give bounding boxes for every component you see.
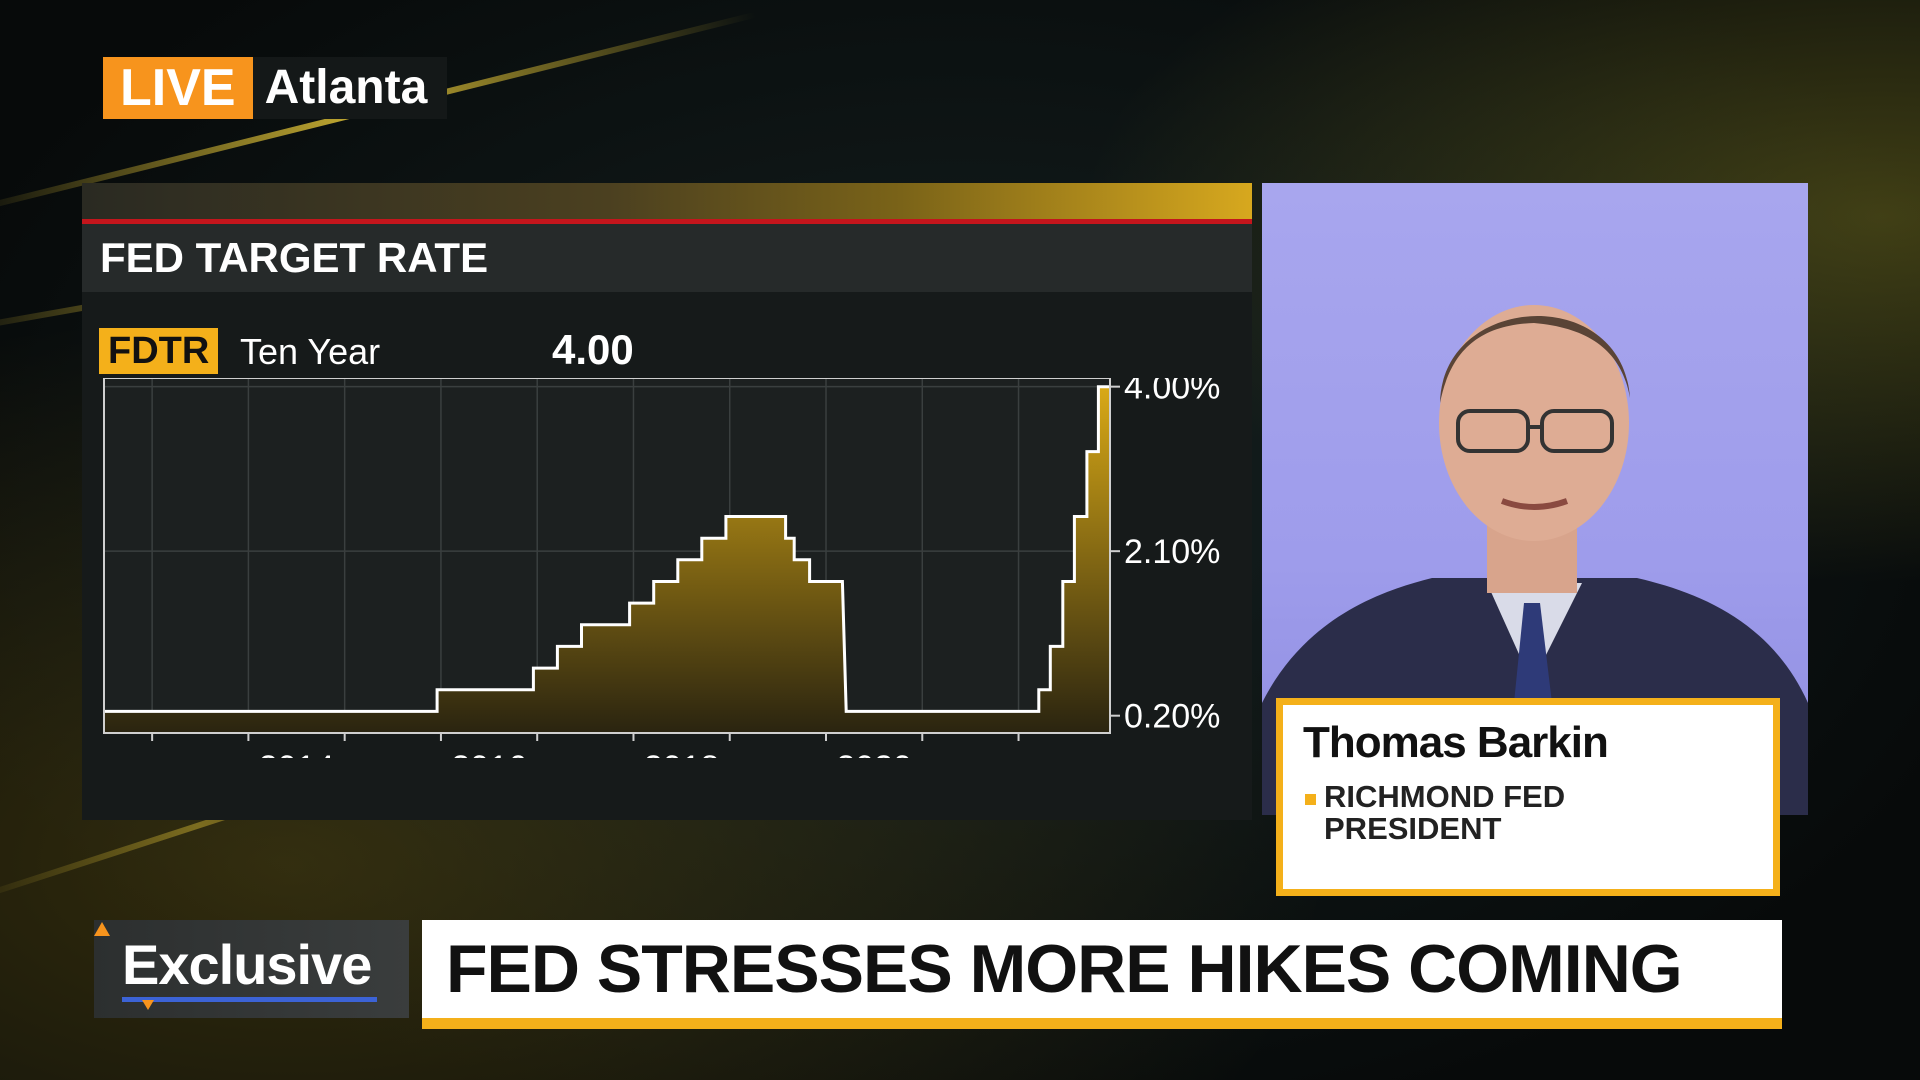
ticker-label: Ten Year [240, 331, 381, 372]
x-tick-label: 2020 [836, 749, 912, 758]
guest-name: Thomas Barkin [1303, 718, 1609, 767]
arrow-down-icon [142, 1000, 154, 1010]
panel-title: FED TARGET RATE [100, 234, 489, 281]
exclusive-underline [122, 997, 377, 1002]
rate-chart: 4.00% 2.10% 0.20% 2014 2016 2018 2020 [103, 378, 1220, 758]
y-tick-label: 2.10% [1124, 533, 1220, 571]
y-tick-label: 0.20% [1124, 698, 1220, 736]
rate-area [104, 386, 1110, 733]
panel-header: FED TARGET RATE [82, 224, 1252, 292]
x-tick-label: 2016 [451, 749, 527, 758]
guest-title: RICHMOND FED PRESIDENT [1324, 779, 1566, 846]
headline-banner: FED STRESSES MORE HIKES COMING [422, 920, 1782, 1018]
headline-accent-bar [422, 1018, 1782, 1029]
plot-frame [103, 378, 1111, 734]
y-tick-label: 4.00% [1124, 378, 1220, 407]
panel-stripe [82, 183, 1252, 219]
chart-panel: FED TARGET RATE FDTR Ten Year 4.00 4.00%… [82, 183, 1252, 820]
ticker-badge: FDTR [99, 328, 219, 374]
rate-line [104, 385, 1110, 713]
x-tick-label: 2014 [259, 749, 335, 758]
guest-title-bullet [1305, 794, 1316, 805]
live-location: Atlanta [252, 57, 448, 119]
arrow-up-icon [94, 922, 110, 936]
guest-lower-third: Thomas Barkin RICHMOND FED PRESIDENT [1276, 698, 1780, 896]
exclusive-tag: Exclusive [94, 920, 409, 1018]
live-badge: LIVE Atlanta [103, 57, 448, 119]
live-tag: LIVE [103, 57, 253, 119]
headline-text: FED STRESSES MORE HIKES COMING [446, 931, 1683, 1007]
ticker-value: 4.00 [552, 326, 634, 373]
exclusive-label: Exclusive [122, 933, 372, 996]
x-tick-label: 2018 [644, 749, 720, 758]
panel-red-rule [82, 219, 1252, 224]
